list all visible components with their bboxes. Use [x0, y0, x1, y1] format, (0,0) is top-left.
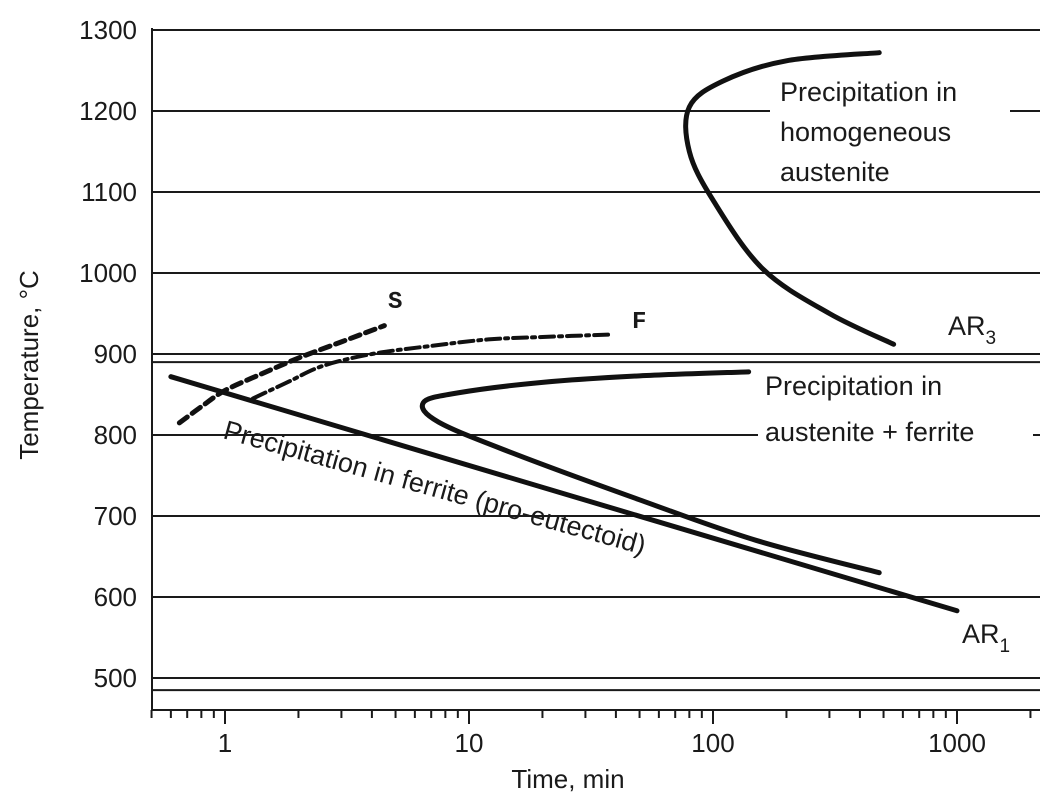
y-tick-label-1100: 1100 — [81, 177, 137, 207]
label-austenite-ferrite-line1: Precipitation in — [765, 371, 942, 401]
label-austenite-ferrite-line2: austenite + ferrite — [765, 417, 974, 447]
x-tick-label-100: 100 — [691, 728, 734, 758]
label-ar1-main: AR — [962, 619, 1000, 649]
y-tick-label-1200: 1200 — [79, 96, 137, 126]
y-tick-label-700: 700 — [94, 501, 137, 531]
label-ar3-main: AR — [948, 311, 986, 341]
y-axis-title: Temperature, °C — [14, 270, 44, 460]
x-tick-label-10: 10 — [455, 728, 484, 758]
x-tick-label-1000: 1000 — [928, 728, 986, 758]
label-ferrite: Precipitation in ferrite (pro-eutectoid) — [220, 415, 649, 561]
series-ar1-line — [168, 374, 960, 614]
series-austenite-ferrite-line — [419, 369, 882, 576]
series-f-line — [250, 332, 613, 401]
y-tick-label-900: 900 — [94, 339, 137, 369]
label-ar3-sub: 3 — [986, 328, 997, 349]
label-ar3: AR3 — [948, 311, 996, 349]
tick-layer: 500 600 700 800 900 1000 1100 1200 1300 1 10 100 100… — [79, 15, 1032, 758]
label-ar1: AR1 — [962, 619, 1010, 657]
y-tick-label-1300: 1300 — [79, 15, 137, 45]
x-tick-label-1: 1 — [218, 728, 232, 758]
y-tick-label-600: 600 — [94, 582, 137, 612]
annotation-masks — [758, 70, 1033, 450]
label-homogeneous-line2: homogeneous — [780, 117, 951, 147]
label-ar1-sub: 1 — [1000, 636, 1011, 657]
label-s: S — [388, 289, 402, 316]
x-axis-title: Time, min — [511, 764, 624, 794]
series-s-line — [176, 323, 387, 426]
curve-layer — [168, 50, 960, 614]
grid-layer — [152, 29, 1040, 692]
label-f: F — [632, 309, 646, 336]
mask-austenite-ferrite — [758, 365, 1033, 450]
series-ar3-line — [683, 50, 897, 347]
y-tick-label-1000: 1000 — [79, 258, 137, 288]
label-homogeneous-line3: austenite — [780, 157, 890, 187]
y-tick-label-800: 800 — [94, 420, 137, 450]
label-homogeneous-line1: Precipitation in — [780, 77, 957, 107]
y-tick-label-500: 500 — [94, 663, 137, 693]
mask-homogeneous — [770, 70, 1010, 190]
